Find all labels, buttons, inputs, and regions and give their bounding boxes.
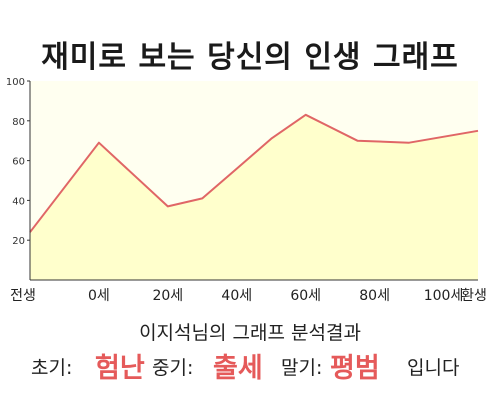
early-label: 초기: [31,357,73,379]
x-tick-label: 60세 [290,288,321,304]
early-value: 험난 [95,353,145,384]
x-tick-label: 20세 [152,288,183,304]
y-tick-label: 40 [12,196,25,207]
x-tick-label: 80세 [359,288,390,304]
late-value: 평범 [330,353,380,384]
analysis-subtitle: 이지석님의 그래프 분석결과 [139,322,361,344]
middle-label: 중기: [152,357,194,379]
result-summary: 초기: 험난 중기: 출세 말기: 평범 입니다 [0,344,500,384]
page-title: 재미로 보는 당신의 인생 그래프 [41,40,459,75]
x-tick-label: 100세 [424,288,464,304]
x-tick-label: 40세 [221,288,252,304]
y-tick-label: 100 [6,77,25,88]
x-tick-label: 환생 [461,288,487,304]
series-line [29,113,479,233]
x-tick-label: 0세 [88,288,110,304]
y-tick-label: 60 [12,157,25,168]
middle-value: 출세 [213,353,263,384]
result-suffix: 입니다 [407,357,460,379]
area-fill [30,114,478,280]
y-tick-label: 20 [12,236,25,247]
late-label: 말기: [281,357,323,379]
y-tick-label: 80 [12,117,25,128]
x-tick-label: 전생 [10,288,36,304]
